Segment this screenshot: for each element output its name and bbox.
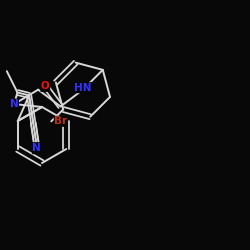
Text: O: O [41, 82, 50, 92]
Text: N: N [32, 143, 41, 153]
Text: HN: HN [74, 83, 92, 93]
Text: N: N [32, 144, 41, 154]
Text: Br: Br [54, 116, 68, 126]
Text: N: N [10, 99, 18, 109]
